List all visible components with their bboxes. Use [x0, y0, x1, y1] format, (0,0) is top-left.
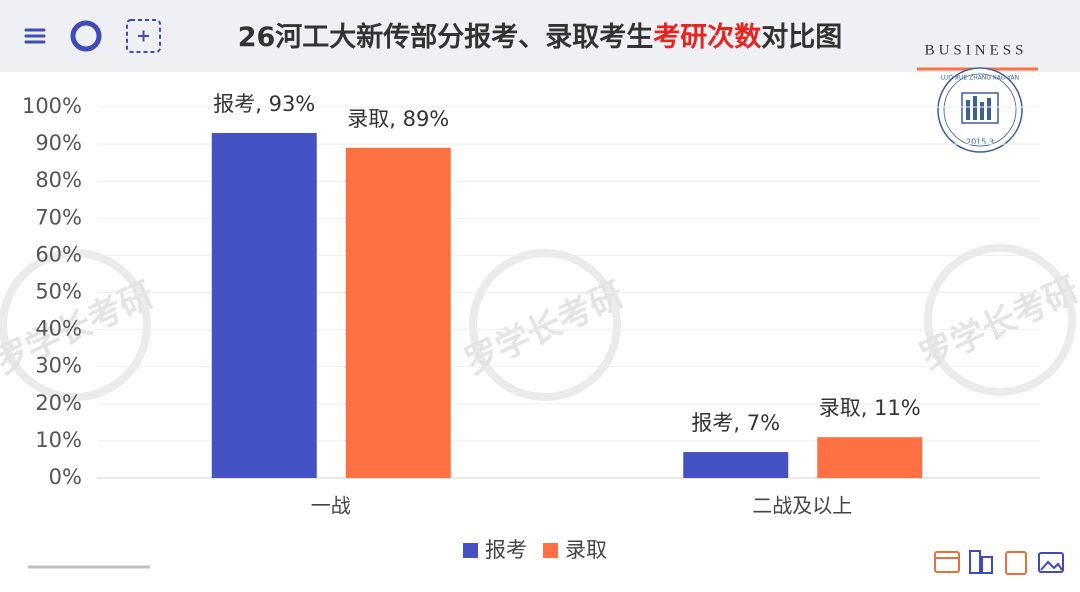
- y-tick-label: 40%: [35, 317, 82, 341]
- data-label: 报考, 93%: [213, 92, 315, 116]
- y-tick-label: 0%: [49, 465, 82, 489]
- y-tick-label: 100%: [22, 94, 82, 118]
- data-label: 录取, 89%: [347, 107, 449, 131]
- y-tick-label: 80%: [35, 168, 82, 192]
- y-tick-label: 30%: [35, 354, 82, 378]
- legend-swatch: [463, 543, 478, 558]
- legend-label: 录取: [565, 538, 607, 562]
- y-tick-label: 90%: [35, 131, 82, 155]
- legend-label: 报考: [485, 538, 527, 562]
- y-tick-label: 70%: [35, 205, 82, 229]
- watermark-ring: [0, 249, 151, 401]
- title-part: 对比图: [761, 22, 842, 53]
- legend-swatch: [543, 543, 558, 558]
- y-tick-label: 20%: [35, 391, 82, 415]
- chart-title: 26河工大新传部分报考、录取考生考研次数对比图: [238, 21, 843, 53]
- x-tick-label: 二战及以上: [752, 494, 852, 518]
- title-part: 考研次数: [653, 22, 762, 53]
- menu-icon[interactable]: [24, 28, 46, 44]
- watermark-ring: [924, 244, 1076, 396]
- toolbar-icons[interactable]: [934, 550, 1064, 575]
- y-tick-label: 10%: [35, 428, 82, 452]
- y-tick-label: 50%: [35, 280, 82, 304]
- data-label: 报考, 7%: [691, 411, 780, 435]
- bar: [817, 437, 923, 478]
- logo: LUO XUE ZHANG KAO YAN 2015.3: [937, 67, 1023, 153]
- x-tick-label: 一战: [311, 494, 351, 518]
- data-label: 录取, 11%: [819, 396, 921, 420]
- bar: [211, 132, 317, 478]
- bar: [345, 147, 451, 478]
- header-bar: [0, 0, 1080, 72]
- title-part: 26河工大新传部分报考、录取考生: [238, 21, 654, 53]
- add-icon[interactable]: [126, 19, 161, 53]
- y-tick-label: 60%: [35, 242, 82, 266]
- bar: [683, 452, 789, 478]
- watermark-ring: [469, 249, 621, 401]
- logo-date: 2015.3: [966, 138, 994, 147]
- circle-icon[interactable]: [70, 20, 102, 52]
- logo-text: LUO XUE ZHANG KAO YAN: [941, 75, 1019, 82]
- brand: BUSINESS: [925, 42, 1028, 58]
